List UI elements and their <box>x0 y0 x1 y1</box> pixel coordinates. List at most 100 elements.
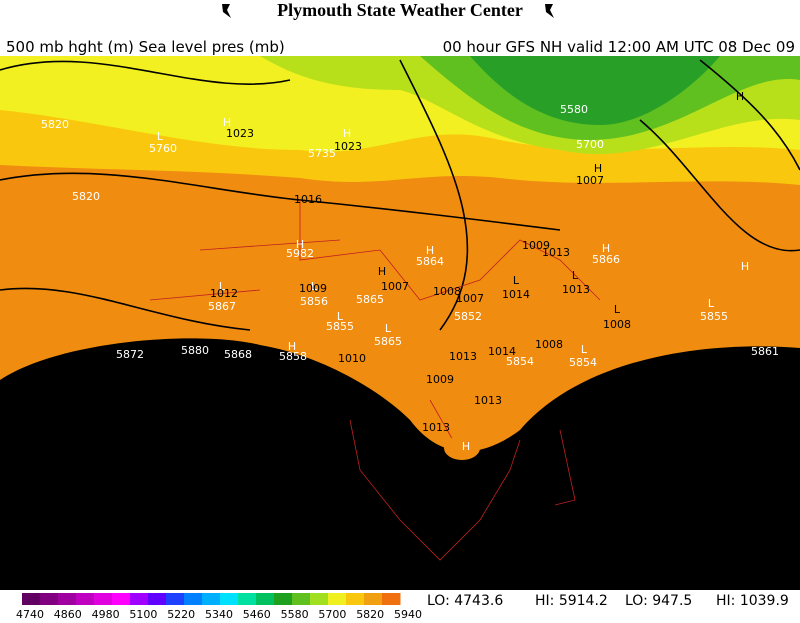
colorbar-swatch <box>58 593 77 605</box>
colorbar-swatch <box>256 593 275 605</box>
height-label: L <box>581 343 588 356</box>
colorbar-label: 4740 <box>16 608 44 621</box>
colorbar-swatch <box>184 593 203 605</box>
height-label: 5868 <box>224 348 252 361</box>
pressure-label: 1008 <box>535 338 563 351</box>
colorbar: 4740 4860 4980 5100 5220 5340 5460 5580 5700 5820… <box>16 593 422 621</box>
stat-value: LO: 947.5 <box>625 593 692 609</box>
pressure-label: H <box>378 265 386 278</box>
height-label: 5820 <box>72 190 100 203</box>
pressure-label: 1008 <box>603 318 631 331</box>
height-label: H <box>343 127 351 140</box>
height-label: 5700 <box>576 138 604 151</box>
height-label: H <box>462 440 470 453</box>
height-label: L <box>337 310 344 323</box>
colorbar-swatch <box>40 593 59 605</box>
pressure-label: L <box>572 269 579 282</box>
colorbar-swatch <box>382 593 401 605</box>
stats: LO: 4743.6 HI: 5914.2 LO: 947.5 HI: 1039.9 <box>427 593 789 609</box>
colorbar-swatch <box>148 593 167 605</box>
colorbar-swatch <box>292 593 311 605</box>
height-label: 5867 <box>208 300 236 313</box>
pressure-label: 1009 <box>426 373 454 386</box>
pressure-label: H <box>594 162 602 175</box>
height-label: 5858 <box>279 350 307 363</box>
warm-spot <box>444 436 480 460</box>
pressure-label: 1007 <box>576 174 604 187</box>
height-label: L <box>157 130 164 143</box>
height-label: L <box>385 322 392 335</box>
coastline <box>349 419 576 561</box>
colorbar-label: 5340 <box>205 608 233 621</box>
pressure-label: 1007 <box>456 292 484 305</box>
colorbar-label: 5940 <box>394 608 422 621</box>
colorbar-label: 4860 <box>54 608 82 621</box>
colorbar-label: 5820 <box>356 608 384 621</box>
pressure-label: 1014 <box>502 288 530 301</box>
height-label: 5864 <box>416 255 444 268</box>
height-label: 5855 <box>700 310 728 323</box>
height-label: 5580 <box>560 103 588 116</box>
pressure-label: 1009 <box>522 239 550 252</box>
colorbar-label: 5700 <box>318 608 346 621</box>
height-label: 5861 <box>751 345 779 358</box>
colorbar-swatch <box>22 593 41 605</box>
borders <box>149 200 601 501</box>
height-label: 5852 <box>454 310 482 323</box>
height-label: 5856 <box>300 295 328 308</box>
height-label: 5982 <box>286 247 314 260</box>
colorbar-swatch <box>112 593 131 605</box>
height-label: 5735 <box>308 147 336 160</box>
colorbar-swatch <box>94 593 113 605</box>
band-darkgreen <box>470 56 720 125</box>
contour-lines <box>0 59 800 331</box>
colorbar-swatch <box>202 593 221 605</box>
height-label: L <box>219 280 226 293</box>
colorbar-label: 5100 <box>129 608 157 621</box>
colorbar-swatch <box>166 593 185 605</box>
colorbar-label: 5220 <box>167 608 195 621</box>
pressure-label: 1014 <box>488 345 516 358</box>
colorbar-swatch <box>310 593 329 605</box>
height-label: L <box>708 297 715 310</box>
height-label: H <box>288 340 296 353</box>
height-label: 5865 <box>356 293 384 306</box>
height-label: 5880 <box>181 344 209 357</box>
pressure-label: L <box>513 274 520 287</box>
colorbar-swatch <box>328 593 347 605</box>
colorbar-swatch <box>346 593 365 605</box>
pressure-label: 1009 <box>299 282 327 295</box>
height-label: 5855 <box>326 320 354 333</box>
subtitle-left: 500 mb hght (m) Sea level pres (mb) <box>6 38 285 56</box>
colorbar-label: 5580 <box>281 608 309 621</box>
colorbar-swatch <box>238 593 257 605</box>
stat-value: LO: 4743.6 <box>427 593 503 609</box>
pressure-label: 1012 <box>210 287 238 300</box>
pressure-label: 1023 <box>226 127 254 140</box>
height-label: 5872 <box>116 348 144 361</box>
height-label: 5760 <box>149 142 177 155</box>
pressure-label: 1010 <box>338 352 366 365</box>
stat-value: HI: 5914.2 <box>535 593 608 609</box>
pressure-label: L <box>614 303 621 316</box>
colorbar-label: 4980 <box>92 608 120 621</box>
height-label: L <box>311 280 318 293</box>
height-label: H <box>426 244 434 257</box>
height-label: H <box>741 260 749 273</box>
colorbar-swatch <box>364 593 383 605</box>
colorbar-swatch <box>274 593 293 605</box>
height-label: 5854 <box>506 355 534 368</box>
height-label: 5854 <box>569 356 597 369</box>
colorbar-swatch <box>220 593 239 605</box>
colorbar-label: 5460 <box>243 608 271 621</box>
height-label: 5866 <box>592 253 620 266</box>
subtitle-right: 00 hour GFS NH valid 12:00 AM UTC 08 Dec… <box>443 38 795 56</box>
pressure-label: 1007 <box>381 280 409 293</box>
height-label: 5865 <box>374 335 402 348</box>
title: Plymouth State Weather Center <box>277 0 523 20</box>
pressure-label: 1013 <box>474 394 502 407</box>
height-label: H <box>602 242 610 255</box>
pressure-label: 1016 <box>294 193 322 206</box>
pressure-label: 1008 <box>433 285 461 298</box>
pressure-label: H <box>736 90 744 103</box>
